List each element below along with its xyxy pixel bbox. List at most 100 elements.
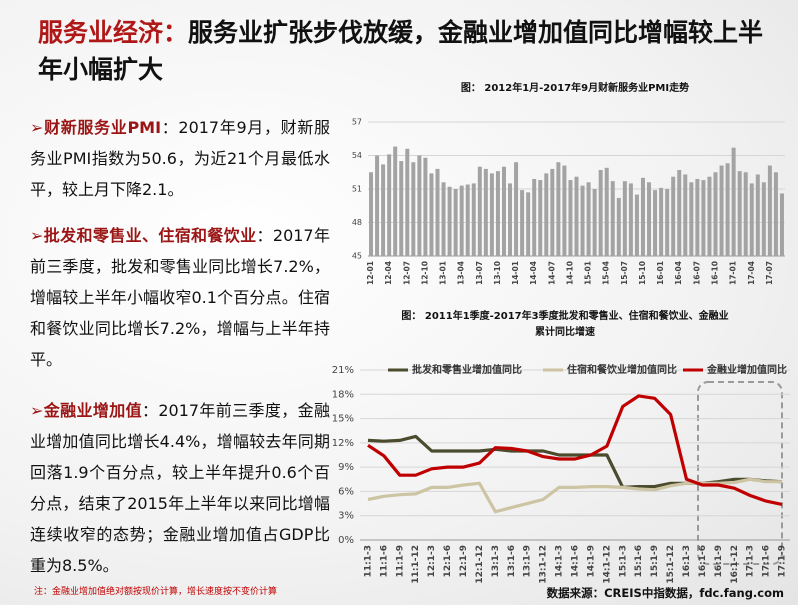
bar [586, 182, 591, 256]
x-tick-label: 17-01 [729, 261, 738, 285]
bar [532, 178, 537, 256]
paragraph-body: ：2017年前三季度，批发和零售业同比增长7.2%，增幅较上半年小幅收窄0.1个… [30, 226, 330, 369]
y-tick-label: 0% [338, 535, 354, 546]
y-tick-label: 6% [338, 486, 354, 497]
x-tick-label: 14:1-3 [555, 545, 565, 577]
bar [387, 154, 392, 256]
x-tick-label: 13-10 [493, 261, 502, 285]
bar [743, 172, 748, 256]
bar [677, 170, 682, 256]
x-tick-label: 13-04 [457, 261, 466, 285]
x-tick-label: 14:1-9 [586, 545, 596, 577]
bar [773, 172, 778, 256]
y-tick-label: 57 [352, 118, 362, 127]
bar [441, 182, 446, 256]
bar [538, 180, 543, 256]
x-tick-label: 14:1-6 [571, 545, 581, 577]
chart-title: 图： 2011年1季度-2017年3季度批发和零售业、住宿和餐饮业、金融业 [401, 309, 728, 322]
paragraph: ➢金融业增加值：2017年前三季度，金融业增加值同比增长4.4%，增幅较去年同期… [30, 395, 330, 581]
x-tick-label: 16:1-3 [682, 545, 692, 577]
bar [755, 174, 760, 256]
bar [447, 186, 452, 256]
bar [489, 173, 494, 256]
bar [598, 170, 603, 256]
bar [725, 163, 730, 256]
bar [483, 168, 488, 256]
x-tick-label: 17-07 [765, 261, 774, 285]
legend-label: 住宿和餐饮业增加值同比 [567, 363, 677, 376]
x-tick-label: 12-04 [384, 261, 393, 285]
x-tick-label: 15-04 [602, 261, 611, 285]
line-series [367, 394, 783, 506]
x-tick-label: 14:1-12 [602, 545, 612, 584]
chart-title: 图： 2012年1月-2017年9月财新服务业PMI走势 [461, 81, 689, 94]
x-tick-label: 13:1-3 [491, 545, 501, 577]
bar [568, 180, 573, 256]
bar [459, 185, 464, 256]
bar [471, 183, 476, 256]
x-tick-label: 11:1-12 [411, 545, 421, 584]
bar [659, 187, 664, 256]
x-tick-label: 12:1-9 [459, 545, 469, 577]
line-series [367, 477, 782, 514]
bar [405, 148, 410, 256]
y-tick-label: 51 [352, 185, 362, 194]
paragraph-head: ➢批发和零售业、住宿和餐饮业 [30, 226, 257, 245]
bar [369, 172, 374, 256]
bar [562, 165, 567, 256]
x-tick-label: 15-07 [620, 261, 629, 285]
bar [665, 189, 670, 256]
x-tick-label: 16:1-12 [730, 545, 740, 584]
y-tick-label: 9% [338, 462, 354, 473]
x-tick-label: 16:1-6 [698, 545, 708, 577]
x-tick-label: 12-01 [366, 261, 375, 285]
bar [628, 183, 633, 256]
x-tick-label: 12:1-3 [427, 545, 437, 577]
bar [695, 178, 700, 256]
x-tick-label: 16-07 [692, 261, 701, 285]
bar [647, 182, 652, 256]
x-tick-label: 17:1-9 [778, 545, 788, 577]
highlight-box [697, 381, 783, 565]
bar [779, 193, 784, 256]
bar [453, 189, 458, 256]
bar [429, 173, 434, 256]
y-tick-label: 54 [352, 151, 362, 160]
x-tick-label: 11:1-3 [363, 545, 373, 577]
title-text: 服务业扩张步伐放缓，金融业增加值同比增幅较上半年小幅扩大 [38, 18, 764, 84]
x-tick-label: 14-10 [565, 261, 574, 285]
x-tick-label: 13:1-6 [507, 545, 517, 577]
bar [592, 189, 597, 256]
bar [477, 166, 482, 256]
bar [610, 181, 615, 256]
bar [514, 162, 519, 256]
paragraph-body: ：2017年前三季度，金融业增加值同比增长4.4%，增幅较去年同期回落1.9个百… [30, 401, 330, 575]
bar [580, 185, 585, 256]
paragraph-body: ：2017年9月，财新服务业PMI指数为50.6，为近21个月最低水平，较上月下… [30, 118, 330, 199]
bar [731, 147, 736, 256]
bar [393, 146, 398, 256]
bar [411, 162, 416, 256]
x-tick-label: 15:1-6 [634, 545, 644, 577]
bar [501, 166, 506, 256]
bar [683, 174, 688, 256]
x-tick-label: 15-01 [584, 261, 593, 285]
bar [616, 197, 621, 256]
bar [640, 177, 645, 256]
y-tick-label: 45 [352, 252, 362, 261]
paragraph: ➢批发和零售业、住宿和餐饮业：2017年前三季度，批发和零售业同比增长7.2%，… [30, 220, 330, 375]
bar [737, 171, 742, 256]
x-tick-label: 15:1-9 [650, 545, 660, 577]
bar [689, 182, 694, 256]
footnote: 注：金融业增加值绝对额按现价计算，增长速度按不变价计算 [34, 587, 278, 597]
x-tick-label: 16-04 [674, 261, 683, 285]
y-tick-label: 21% [332, 365, 354, 376]
x-tick-label: 15:1-3 [618, 545, 628, 577]
bar [713, 172, 718, 256]
bar [399, 161, 404, 256]
paragraph-head: ➢金融业增加值 [30, 401, 142, 420]
bar [767, 165, 772, 256]
y-tick-label: 15% [332, 414, 354, 425]
legend-label: 金融业增加值同比 [706, 363, 787, 376]
